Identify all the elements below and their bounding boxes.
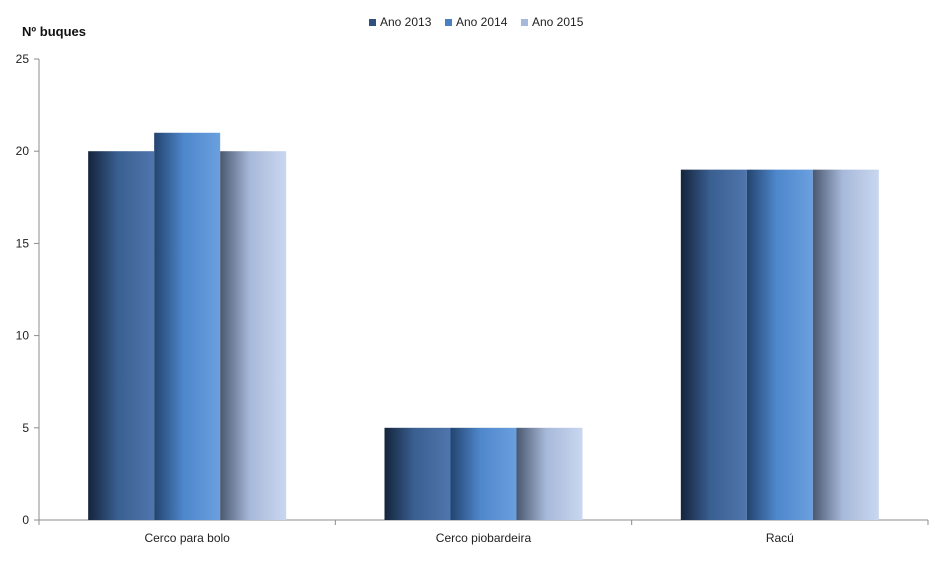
legend-swatch: [369, 19, 376, 26]
bar-ano-2013-1: [384, 427, 451, 520]
y-axis-label: Nº buques: [22, 24, 86, 39]
y-tick-label: 25: [16, 52, 30, 66]
legend-label: Ano 2015: [532, 15, 584, 29]
y-tick-label: 20: [16, 144, 30, 158]
x-tick-label: Cerco para bolo: [144, 531, 230, 545]
bar-ano-2013-0: [88, 151, 155, 520]
bar-ano-2015-1: [516, 427, 583, 520]
bar-ano-2013-2: [680, 169, 747, 520]
bar-ano-2014-1: [450, 427, 517, 520]
y-tick-label: 5: [22, 421, 29, 435]
legend-swatch: [445, 19, 452, 26]
bars: [88, 132, 879, 520]
x-tick-label: Cerco piobardeira: [436, 531, 532, 545]
y-tick-label: 10: [16, 329, 30, 343]
bar-ano-2015-0: [220, 151, 287, 520]
bar-ano-2014-0: [154, 132, 221, 520]
legend: Ano 2013 Ano 2014 Ano 2015: [369, 15, 584, 29]
legend-label: Ano 2014: [456, 15, 508, 29]
y-tick-label: 0: [22, 513, 29, 527]
y-tick-label: 15: [16, 236, 30, 250]
bar-ano-2015-2: [812, 169, 879, 520]
legend-label: Ano 2013: [380, 15, 432, 29]
x-tick-label: Racú: [766, 531, 794, 545]
bar-ano-2014-2: [746, 169, 813, 520]
legend-swatch: [521, 19, 528, 26]
